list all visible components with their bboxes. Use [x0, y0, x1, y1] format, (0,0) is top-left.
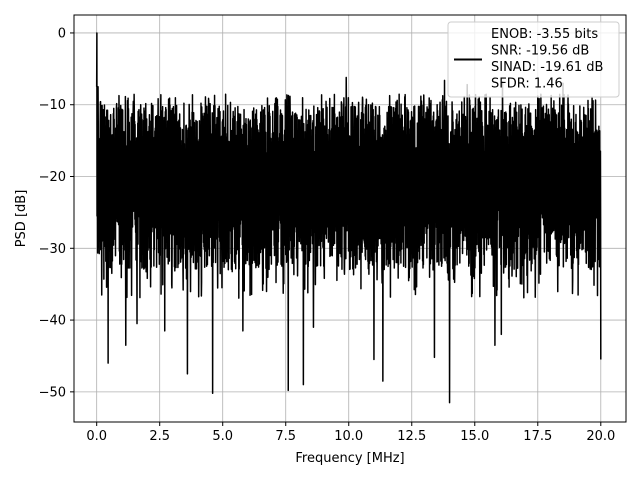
legend-line-snr: SNR: -19.56 dB [491, 44, 589, 59]
y-axis-title: PSD [dB] [14, 190, 29, 248]
axis-ticks: 0.0 2.5 5.0 7.5 10.0 12.5 15.0 17.5 20.0 0 −10 −20 −… [39, 26, 616, 444]
x-axis-title: Frequency [MHz] [295, 451, 404, 466]
plot-frame [73, 14, 627, 423]
legend-line-sinad: SINAD: -19.61 dB [491, 60, 603, 75]
y-tick-label: −50 [39, 385, 66, 400]
y-tick-label: 0 [58, 26, 66, 41]
x-tick-label: 17.5 [523, 429, 552, 444]
y-tick-label: −20 [39, 170, 66, 185]
y-tick-label: −40 [39, 314, 66, 329]
x-tick-label: 0.0 [86, 429, 107, 444]
legend-box [447, 21, 620, 98]
y-tick-label: −30 [39, 242, 66, 257]
x-tick-label: 10.0 [334, 429, 363, 444]
x-tick-label: 20.0 [586, 429, 615, 444]
psd-series-line [95, 32, 602, 404]
x-tick-label: 5.0 [212, 429, 233, 444]
legend-line-sfdr: SFDR: 1.46 [491, 77, 563, 92]
legend: ENOB: -3.55 bits SNR: -19.56 dB SINAD: -… [447, 21, 620, 98]
x-tick-label: 7.5 [275, 429, 296, 444]
y-tick-label: −10 [39, 98, 66, 113]
x-tick-label: 15.0 [460, 429, 489, 444]
legend-line-enob: ENOB: -3.55 bits [491, 27, 598, 42]
x-tick-label: 12.5 [397, 429, 426, 444]
x-tick-label: 2.5 [149, 429, 170, 444]
